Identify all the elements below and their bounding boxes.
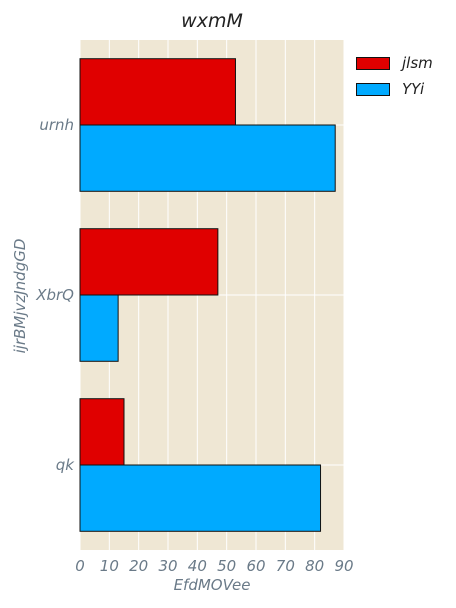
bar-yyi-qk [79,464,322,532]
x-tick-label: 90 [334,557,353,575]
x-tick-label: 70 [276,557,295,575]
x-tick-label: 50 [217,557,236,575]
bar-jlsm-xbrq [79,228,219,296]
chart-title: wxmM [181,10,243,32]
legend: jlsm YYi [356,50,433,102]
y-tick-label: urnh [39,116,74,134]
bar-jlsm-urnh [79,58,236,126]
x-axis-label: EfdMOVee [173,576,251,594]
y-tick-label: qk [56,456,76,474]
x-tick-label: 40 [188,557,207,575]
legend-swatch-yyi [356,82,390,96]
x-tick-label: 10 [100,557,119,575]
x-tick-label: 60 [246,557,265,575]
x-tick-label: 0 [75,557,85,575]
x-tick-label: 80 [305,557,324,575]
x-tick-labels: 0 10 20 30 40 50 60 70 80 90 [75,557,353,575]
legend-swatch-jlsm [356,56,390,70]
x-tick-label: 20 [129,557,148,575]
y-tick-label: XbrQ [35,286,74,304]
legend-item-yyi: YYi [356,76,433,102]
bars [79,58,336,532]
legend-label: YYi [402,80,425,98]
bar-jlsm-qk [79,398,125,466]
bar-yyi-xbrq [79,294,119,362]
bar-yyi-urnh [79,124,336,192]
legend-item-jlsm: jlsm [356,50,433,76]
y-axis-label: ijrBMjvzJndgGD [11,238,29,354]
y-tick-labels: urnh XbrQ qk [35,116,75,474]
x-tick-label: 30 [158,557,177,575]
legend-label: jlsm [402,54,433,72]
